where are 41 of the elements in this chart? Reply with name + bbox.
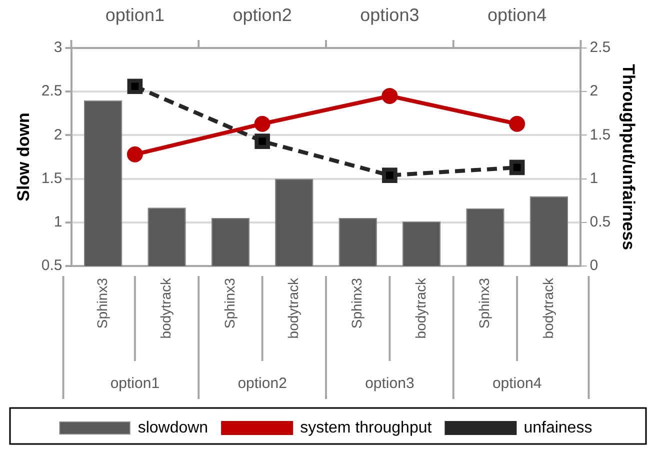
point <box>126 146 143 162</box>
point <box>382 88 398 104</box>
legend-label: system throughput <box>300 419 432 436</box>
point <box>254 116 270 132</box>
text: bodytrack <box>285 278 302 339</box>
text: Sphinx3 <box>348 278 365 329</box>
series-label: bodytrack <box>158 277 174 339</box>
x-tick-label: option2 <box>232 4 292 25</box>
y-axis-title: Slow down <box>14 112 33 202</box>
category-label: option1 <box>110 375 160 392</box>
text: bodytrack <box>540 278 556 339</box>
y2-tick-label: 0.5 <box>590 214 611 231</box>
y-tick-label: 3 <box>54 39 62 56</box>
point <box>127 78 143 94</box>
category-label: option2 <box>238 375 287 392</box>
category-label: option4 <box>492 375 542 392</box>
y-tick-label: 2 <box>54 126 62 144</box>
text: Sphinx3 <box>221 278 238 329</box>
y2-tick-label: 1.5 <box>590 126 611 144</box>
y2-tick-label: 2.5 <box>590 39 611 56</box>
text: Sphinx3 <box>476 278 492 329</box>
y2-axis-title: Throughput/unfairness <box>619 64 638 250</box>
y-tick-label: 1 <box>54 214 62 231</box>
y2-tick-label: 0 <box>590 257 598 274</box>
series-label: Sphinx3 <box>94 278 110 329</box>
legend-label: unfainess <box>524 419 592 436</box>
y-tick-label: 1.5 <box>41 170 62 187</box>
point <box>254 134 270 149</box>
point <box>382 168 398 183</box>
text: bodytrack <box>412 278 428 339</box>
x-tick-label: option4 <box>488 4 547 25</box>
y2-tick-label: 2 <box>590 82 598 100</box>
point <box>509 116 526 132</box>
category-label: option3 <box>365 375 414 392</box>
y-tick-label: 2.5 <box>41 82 62 100</box>
x-tick-label: option3 <box>360 4 420 25</box>
x-tick-label: option1 <box>105 4 164 25</box>
legend-title: slowdown <box>138 419 208 436</box>
y2-tick-label: 1 <box>590 170 598 187</box>
point <box>509 160 525 176</box>
y-tick-label: 0.5 <box>41 257 62 274</box>
